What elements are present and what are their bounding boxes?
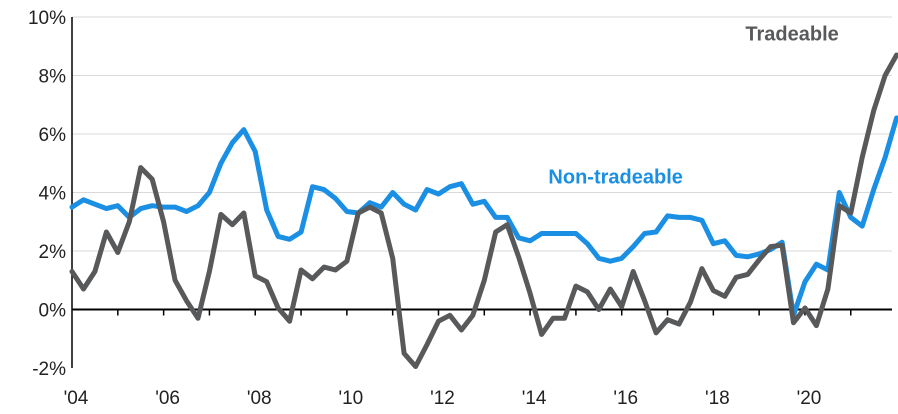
- y-tick-label: -2%: [32, 359, 66, 380]
- series-label-tradeable: Tradeable: [745, 23, 838, 45]
- x-tick-label: '10: [338, 388, 363, 409]
- series-lines: [69, 52, 898, 369]
- x-tick-labels: '04 '06 '08 '10 '12 '14 '16 '18 '20: [64, 388, 822, 409]
- x-tick-label: '18: [705, 388, 730, 409]
- y-tick-label: 8%: [39, 67, 67, 88]
- series-line-non-tradeable: [69, 115, 898, 318]
- x-tick-label: '16: [613, 388, 638, 409]
- x-tick-label: '06: [155, 388, 180, 409]
- y-tick-labels: 10% 8% 6% 4% 2% 0% -2%: [28, 8, 66, 380]
- x-tick-label: '20: [797, 388, 822, 409]
- series-line-tradeable: [69, 52, 898, 369]
- x-tick-label: '12: [430, 388, 455, 409]
- y-tick-label: 10%: [28, 8, 66, 29]
- y-tick-label: 2%: [39, 242, 67, 263]
- y-tick-label: 0%: [39, 301, 67, 322]
- x-tick-label: '04: [64, 388, 89, 409]
- axes: [71, 17, 892, 368]
- series-labels: Non-tradeable Tradeable: [548, 23, 838, 188]
- x-tick-label: '08: [247, 388, 272, 409]
- series-label-non-tradeable: Non-tradeable: [548, 167, 682, 189]
- y-tick-label: 6%: [39, 125, 67, 146]
- gridlines: [72, 16, 892, 316]
- x-tick-label: '14: [522, 388, 547, 409]
- y-tick-label: 4%: [39, 184, 67, 205]
